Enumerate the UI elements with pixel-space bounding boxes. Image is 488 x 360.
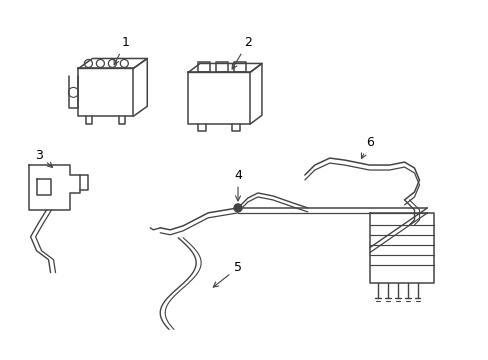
Text: 6: 6 (361, 136, 373, 158)
Text: 1: 1 (114, 36, 129, 65)
Text: 4: 4 (234, 168, 242, 201)
Text: 2: 2 (232, 36, 251, 69)
Text: 5: 5 (213, 261, 242, 287)
Circle shape (234, 204, 242, 212)
Text: 3: 3 (35, 149, 52, 167)
